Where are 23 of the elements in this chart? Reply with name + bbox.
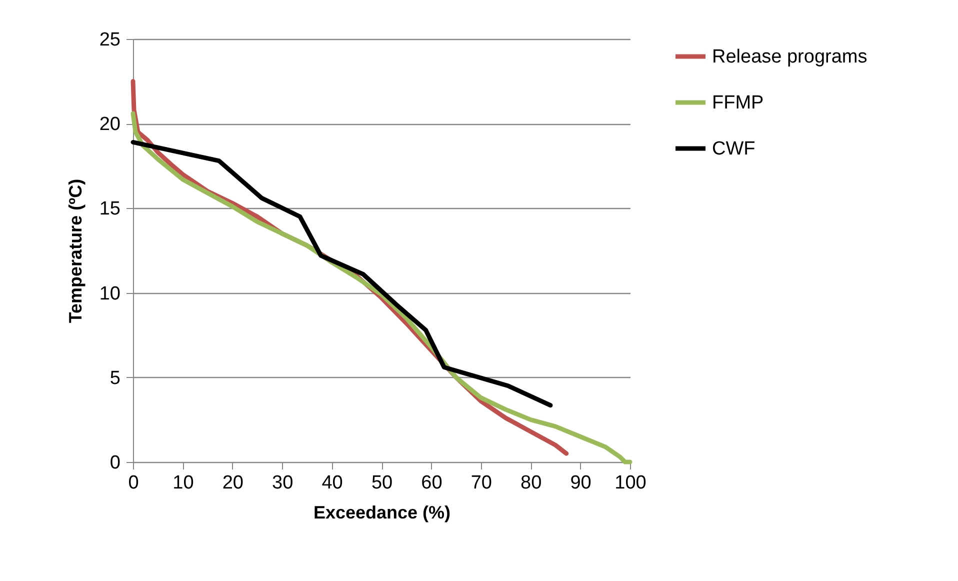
y-tick-label: 10 (99, 283, 120, 304)
x-tick-label: 30 (272, 472, 294, 494)
legend-label: Release programs (712, 46, 868, 68)
y-tick-label: 5 (110, 368, 120, 389)
x-tick-label: 0 (128, 472, 139, 494)
y-tick-label: 20 (99, 114, 120, 136)
x-tick-label: 100 (614, 472, 646, 494)
x-tick-label: 40 (322, 472, 343, 494)
legend-label: FFMP (712, 92, 764, 114)
legend-label: CWF (712, 138, 756, 160)
y-tick-label: 0 (110, 452, 120, 474)
x-tick-label: 20 (222, 472, 244, 494)
y-tick-label: 15 (99, 198, 120, 220)
x-tick-label: 60 (421, 472, 442, 494)
y-tick-label: 25 (99, 30, 120, 50)
x-tick-label: 70 (470, 472, 492, 494)
y-axis-title: Temperature (ºC) (65, 178, 86, 324)
x-tick-label: 80 (520, 472, 542, 494)
x-tick-label: 90 (570, 472, 592, 494)
line-series (130, 140, 553, 408)
x-axis-title: Exceedance (%) (313, 502, 451, 522)
x-tick-label: 50 (371, 472, 393, 494)
x-tick-label: 10 (172, 472, 194, 494)
